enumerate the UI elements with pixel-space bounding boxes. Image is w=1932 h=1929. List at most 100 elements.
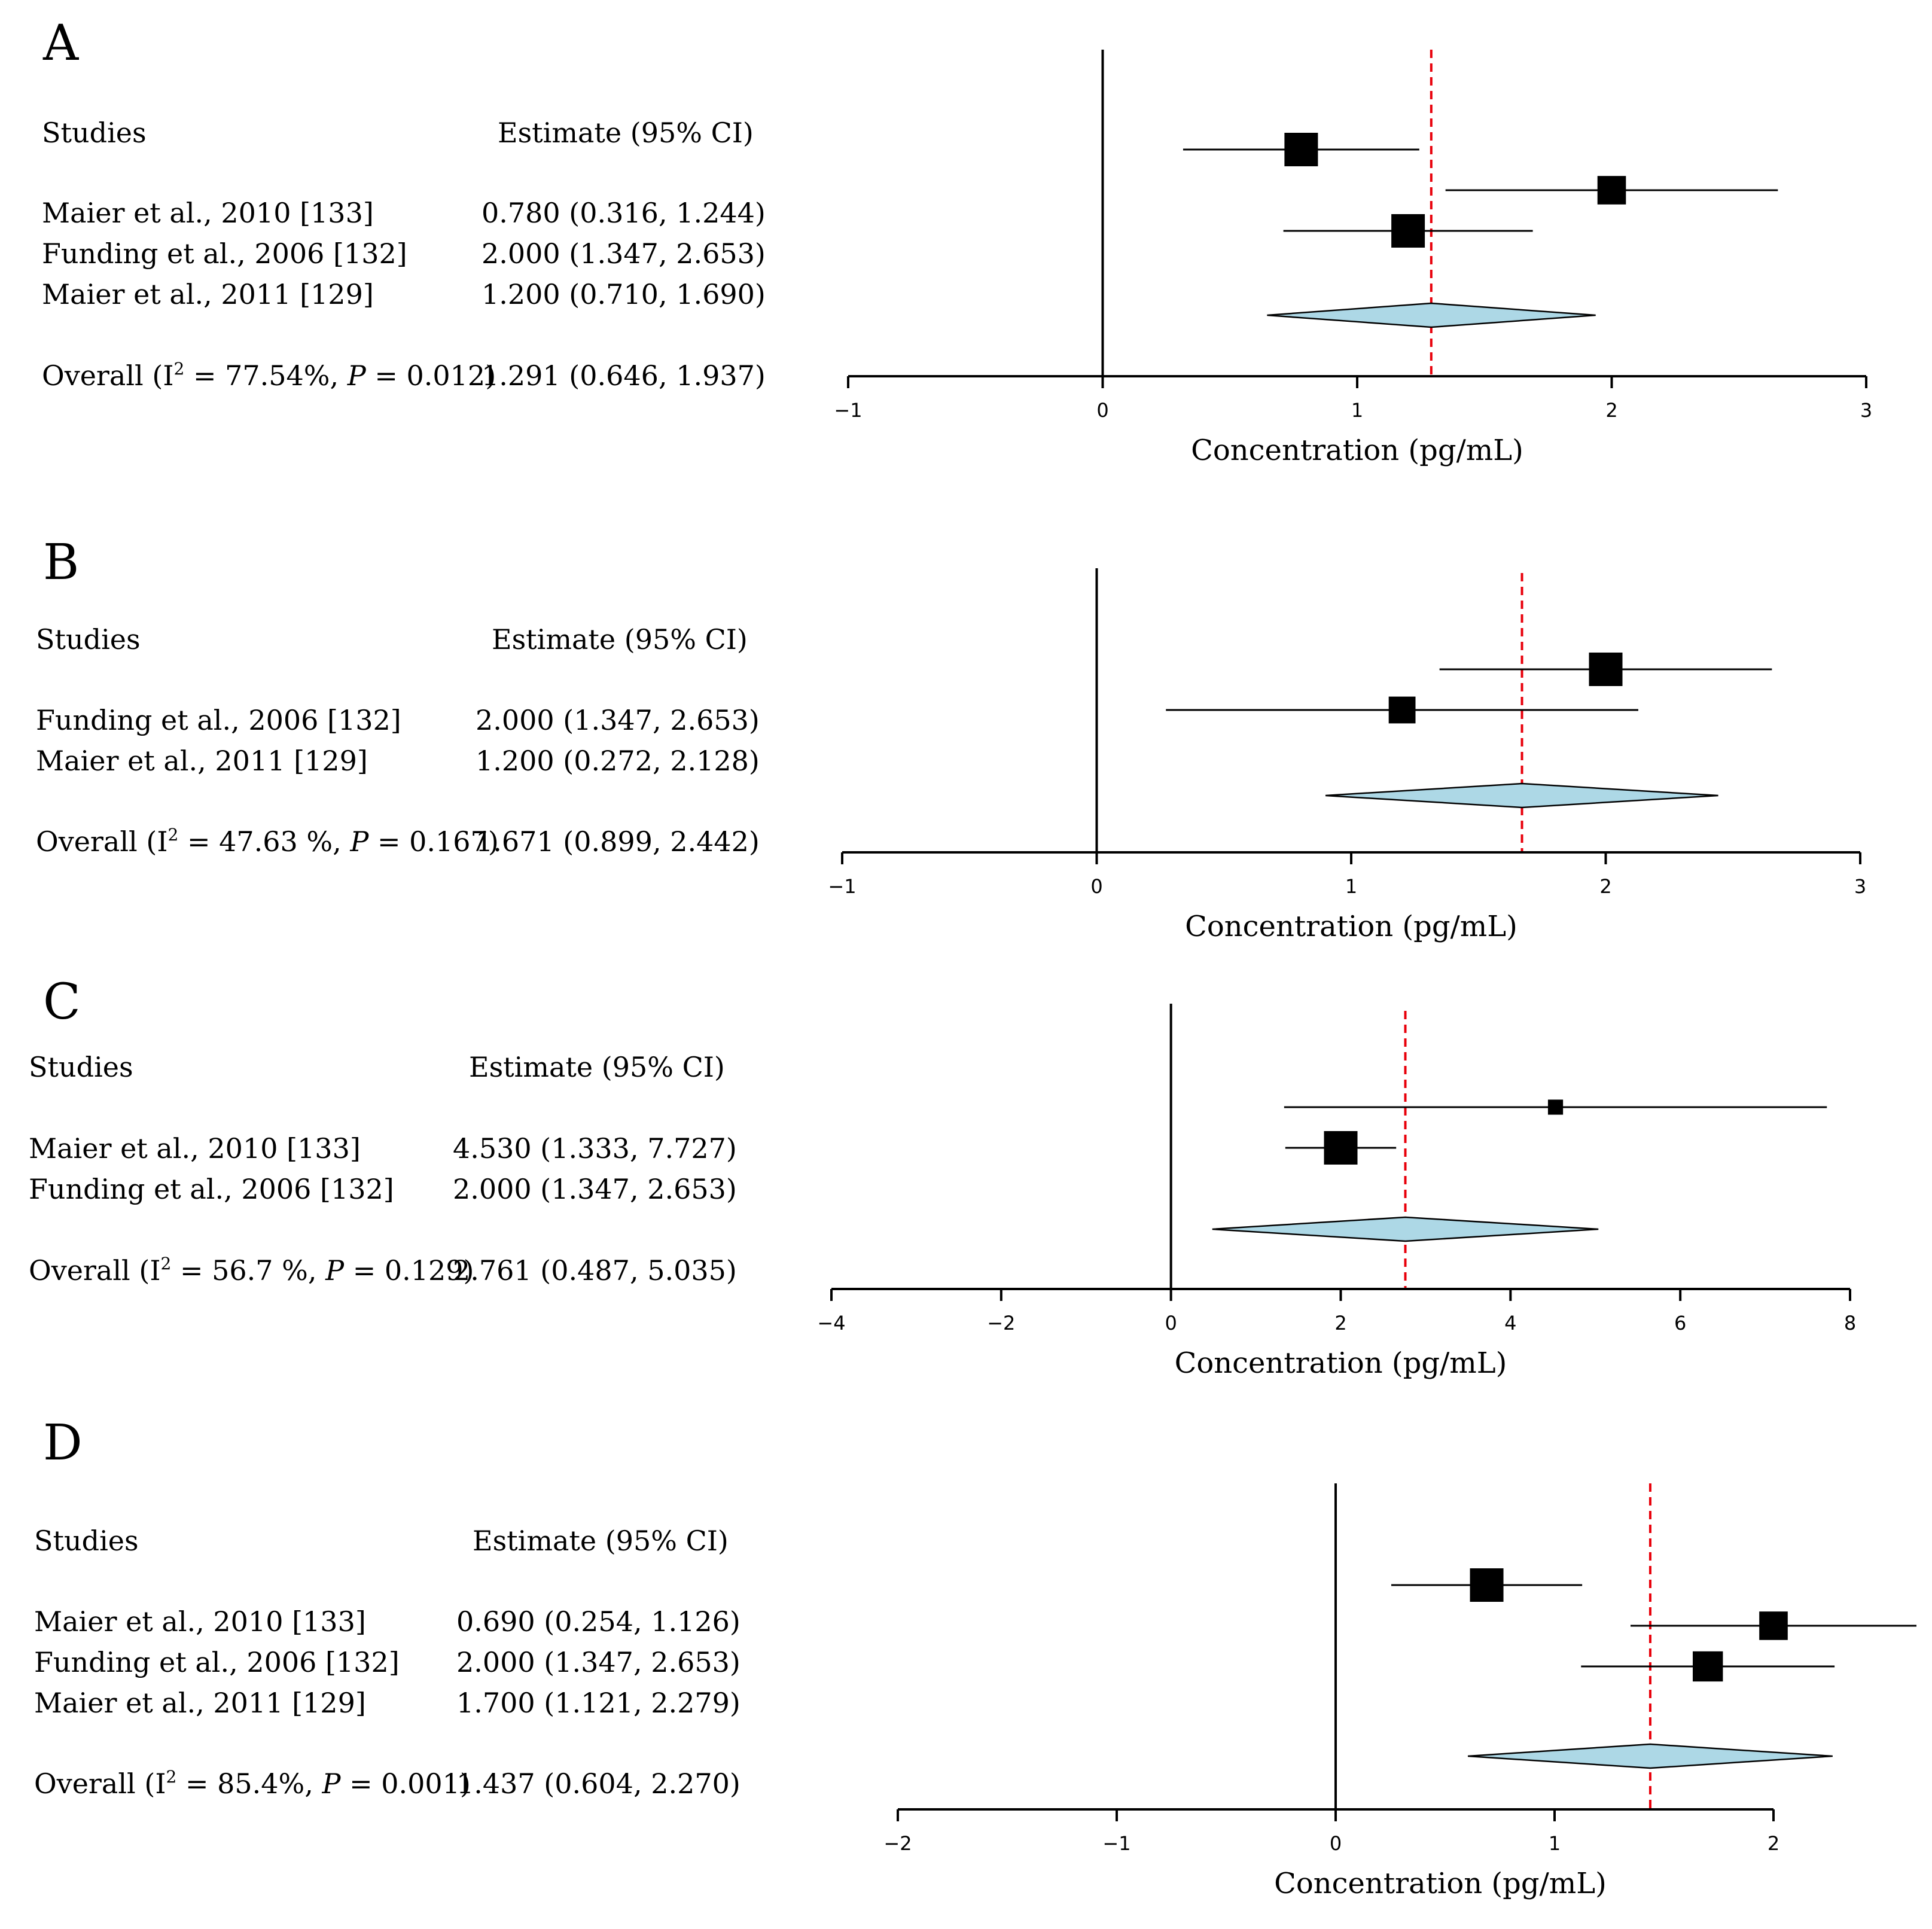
overall-label: Overall (I2 = 77.54%, P = 0.012) [42,359,496,392]
study-estimate: 0.690 (0.254, 1.126) [456,1605,741,1638]
overall-p: P [347,359,367,392]
studies-header: Studies [34,1525,139,1557]
summary-diamond [1467,1743,1833,1769]
forest-panel-a: A Studies Estimate (95% CI) Maier et al., 2… [42,15,1872,467]
study-estimate: 2.000 (1.347, 2.653) [456,1646,741,1678]
study-estimate: 2.000 (1.347, 2.653) [476,704,760,736]
study-estimate: 2.000 (1.347, 2.653) [482,237,766,270]
x-axis-title: Concentration (pg/mL) [1185,910,1517,943]
forest-panel-d: D Studies Estimate (95% CI) Maier et al., 2… [34,1415,1916,1900]
study-estimate: 2.000 (1.347, 2.653) [453,1173,737,1205]
study-square-marker [1388,696,1416,724]
summary-diamond [1267,302,1596,328]
estimate-header: Estimate (95% CI) [498,117,754,149]
x-tick-label: −1 [1102,1832,1130,1855]
x-tick-label: 1 [1351,399,1363,422]
study-estimate: 1.200 (0.710, 1.690) [482,278,766,310]
x-tick-label: 1 [1345,875,1357,898]
overall-label: Overall (I2 = 47.63 %, P = 0.167) [36,825,499,858]
study-label: Funding et al., 2006 [132] [36,704,401,736]
overall-label-prefix: Overall (I [42,359,174,392]
studies-header: Studies [42,117,147,149]
overall-p: P [349,825,369,858]
overall-p: P [325,1254,345,1287]
overall-label-prefix: Overall (I [36,825,168,858]
study-estimate: 0.780 (0.316, 1.244) [482,197,766,229]
x-tick-label: −2 [987,1312,1015,1334]
x-axis-title: Concentration (pg/mL) [1191,434,1523,467]
overall-label: Overall (I2 = 56.7 %, P = 0.129) [29,1254,474,1287]
forest-panel-c: C Studies Estimate (95% CI) Maier et al., 2… [29,974,1856,1380]
x-tick-label: 2 [1599,875,1611,898]
overall-estimate: 1.671 (0.899, 2.442) [476,825,760,858]
x-tick-label: 6 [1674,1312,1686,1334]
study-square-marker [1391,214,1425,248]
forest-panel-b: B Studies Estimate (95% CI) Funding et al.,… [36,534,1866,943]
overall-label-mid: = 56.7 %, [171,1254,325,1287]
study-square-marker [1759,1611,1788,1640]
x-tick-label: 2 [1334,1312,1346,1334]
summary-diamond [1325,782,1718,809]
study-square-marker [1597,176,1626,205]
study-label: Maier et al., 2011 [129] [36,745,368,777]
overall-sup: 2 [168,825,179,845]
study-label: Funding et al., 2006 [132] [34,1646,400,1678]
overall-label-mid: = 77.54%, [184,359,347,392]
x-tick-label: 2 [1605,399,1617,422]
x-tick-label: 8 [1844,1312,1856,1334]
study-label: Maier et al., 2010 [133] [42,197,374,229]
study-square-marker [1284,133,1318,166]
overall-label-mid: = 85.4%, [176,1768,322,1800]
overall-sup: 2 [161,1254,172,1273]
x-tick-label: 0 [1330,1832,1342,1855]
x-tick-label: −1 [828,875,856,898]
overall-p: P [322,1768,342,1800]
studies-header: Studies [29,1051,133,1083]
x-tick-label: −2 [883,1832,912,1855]
panel-letter: C [43,974,81,1031]
study-square-marker [1589,653,1623,686]
study-label: Maier et al., 2011 [129] [42,278,374,310]
panel-letter: A [42,15,80,72]
x-axis-title: Concentration (pg/mL) [1274,1867,1607,1900]
studies-header: Studies [36,623,141,656]
x-tick-label: 3 [1860,399,1872,422]
overall-label-prefix: Overall (I [29,1254,161,1287]
summary-diamond [1212,1216,1599,1242]
x-axis-title: Concentration (pg/mL) [1175,1346,1507,1380]
panel-letter: B [43,534,79,591]
study-square-marker [1547,1099,1564,1115]
panel-letter: D [43,1415,83,1471]
study-label: Maier et al., 2010 [133] [29,1132,361,1165]
study-estimate: 1.700 (1.121, 2.279) [456,1687,741,1719]
study-square-marker [1470,1568,1504,1602]
study-label: Maier et al., 2010 [133] [34,1605,366,1638]
study-square-marker [1324,1131,1358,1165]
overall-label-suffix: = 0.012) [366,359,496,392]
study-estimate: 1.200 (0.272, 2.128) [476,745,760,777]
x-tick-label: −4 [817,1312,845,1334]
study-estimate: 4.530 (1.333, 7.727) [453,1132,737,1165]
x-tick-label: 0 [1165,1312,1177,1334]
overall-estimate: 1.437 (0.604, 2.270) [456,1768,741,1800]
study-label: Maier et al., 2011 [129] [34,1687,366,1719]
estimate-header: Estimate (95% CI) [473,1525,729,1557]
overall-label-suffix: = 0.001) [340,1768,470,1800]
overall-label-prefix: Overall (I [34,1768,166,1800]
overall-label: Overall (I2 = 85.4%, P = 0.001) [34,1767,471,1800]
overall-sup: 2 [166,1767,177,1787]
overall-label-suffix: = 0.167) [368,825,498,858]
study-square-marker [1693,1651,1723,1682]
x-tick-label: 2 [1768,1832,1779,1855]
overall-sup: 2 [174,359,185,379]
overall-label-mid: = 47.63 %, [178,825,350,858]
x-tick-label: 0 [1096,399,1108,422]
overall-estimate: 1.291 (0.646, 1.937) [482,359,766,392]
x-tick-label: 3 [1854,875,1866,898]
estimate-header: Estimate (95% CI) [469,1051,725,1083]
study-label: Funding et al., 2006 [132] [42,237,407,270]
overall-label-suffix: = 0.129) [344,1254,474,1287]
x-tick-label: 1 [1549,1832,1561,1855]
x-tick-label: 4 [1504,1312,1516,1334]
